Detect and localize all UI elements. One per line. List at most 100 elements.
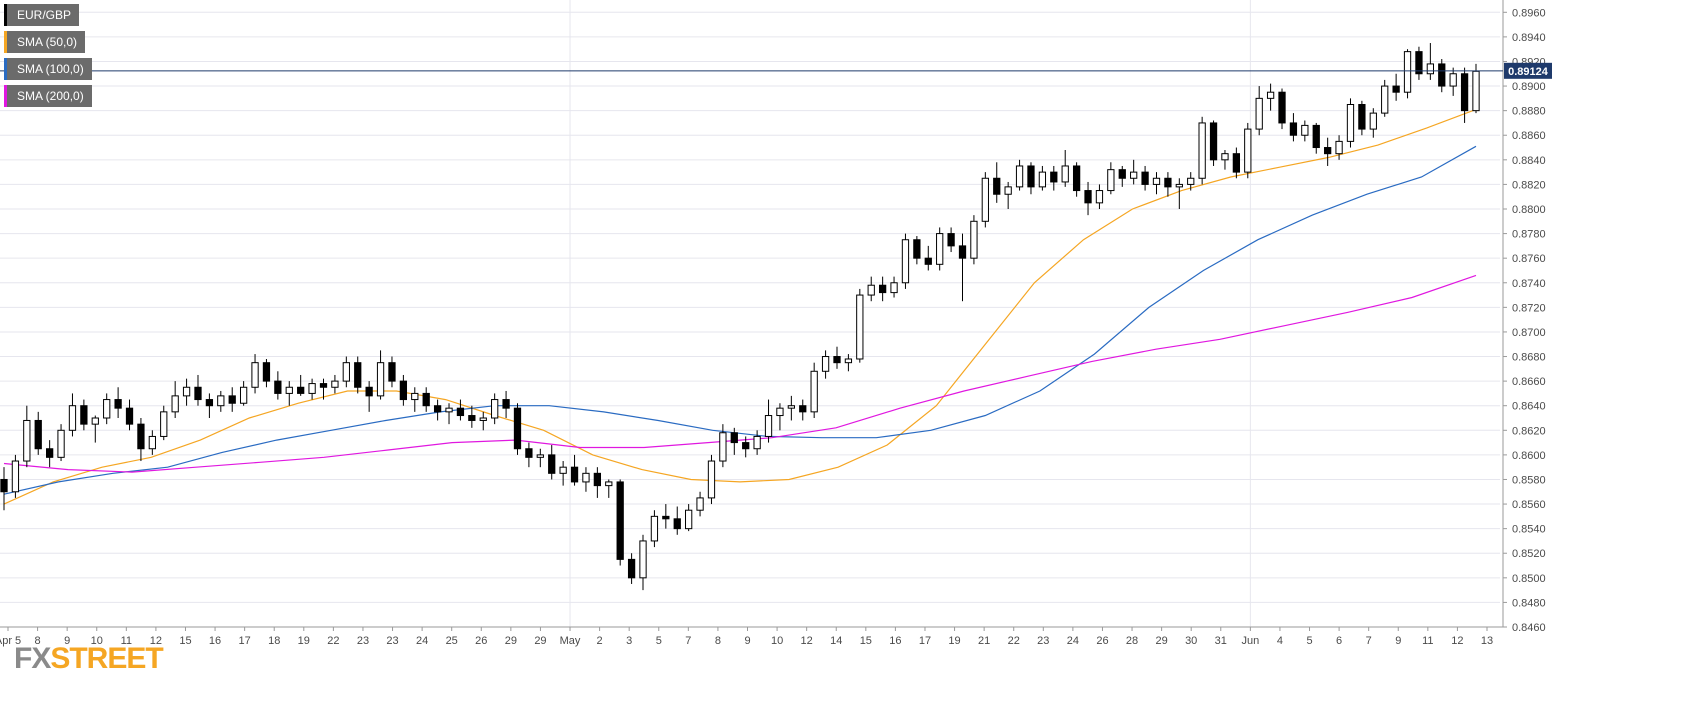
x-tick-label: 23 — [1037, 635, 1049, 647]
x-tick-label: 23 — [386, 635, 398, 647]
x-tick-label: 30 — [1185, 635, 1197, 647]
candle-body — [1369, 112, 1377, 130]
legend-label: EUR/GBP — [7, 4, 80, 26]
legend-swatch — [4, 4, 7, 26]
candle-body — [285, 386, 293, 394]
candle-body — [1050, 171, 1058, 183]
candle-body — [365, 386, 373, 397]
x-tick-label: Jun — [1241, 635, 1259, 647]
legend-swatch — [4, 31, 7, 53]
candle-body — [627, 558, 636, 579]
candle-body — [1335, 140, 1343, 155]
candle-body — [810, 370, 818, 413]
candle-body — [559, 466, 567, 474]
x-tick-label: 7 — [685, 635, 691, 647]
candle-body — [0, 478, 8, 493]
candle-body — [376, 362, 385, 397]
candle-body — [833, 356, 841, 364]
candle-body — [582, 472, 590, 483]
candle-body — [536, 454, 544, 458]
x-tick-label: Apr 5 — [0, 635, 21, 647]
legend-item-eurgbp[interactable]: EUR/GBP — [4, 4, 92, 26]
x-tick-label: 25 — [446, 635, 458, 647]
x-tick-label: 4 — [1277, 635, 1283, 647]
candle-body — [1415, 51, 1423, 75]
candle-body — [1072, 165, 1081, 192]
candle-body — [856, 294, 864, 360]
y-tick-label: 0.8800 — [1512, 204, 1546, 216]
candle-body — [924, 257, 932, 265]
x-tick-label: 6 — [1336, 635, 1342, 647]
candle-body — [205, 399, 214, 407]
candle-body — [479, 417, 487, 421]
candle-body — [445, 407, 453, 413]
legend-swatch — [4, 85, 7, 107]
legend-item-sma100[interactable]: SMA (100,0) — [4, 58, 92, 80]
legend: EUR/GBP SMA (50,0) SMA (100,0) SMA (200,… — [4, 4, 92, 112]
candle-body — [354, 362, 362, 388]
x-tick-label: 16 — [209, 635, 221, 647]
candle-body — [456, 407, 465, 417]
y-tick-label: 0.8580 — [1512, 474, 1546, 486]
sma-line-1 — [3, 145, 1477, 495]
candle-body — [673, 518, 681, 530]
x-tick-label: 12 — [801, 635, 813, 647]
candle-body — [867, 284, 875, 296]
candle-body — [297, 386, 305, 394]
candle-body — [1027, 165, 1035, 188]
x-tick-label: 23 — [357, 635, 369, 647]
candle-body — [650, 515, 659, 542]
candle-body — [399, 380, 408, 401]
candle-body — [570, 466, 579, 483]
x-tick-label: 15 — [860, 635, 872, 647]
candle-body — [707, 460, 716, 499]
candle-body — [137, 423, 145, 450]
candle-body — [639, 540, 647, 579]
candle-body — [1175, 183, 1183, 188]
candle-body — [958, 245, 967, 259]
candle-body — [217, 395, 225, 407]
candle-body — [171, 395, 179, 413]
candle-body — [468, 415, 476, 421]
candle-body — [433, 405, 442, 413]
y-tick-label: 0.8960 — [1512, 7, 1546, 19]
candle-body — [274, 380, 282, 394]
candle-body — [525, 448, 533, 458]
candle-body — [148, 435, 156, 450]
x-tick-label: May — [560, 635, 581, 647]
candle-body — [262, 362, 271, 382]
x-tick-label: 26 — [1096, 635, 1108, 647]
x-tick-label: 2 — [597, 635, 603, 647]
candle-body — [57, 429, 65, 458]
current-price-tag — [1504, 62, 1552, 79]
candle-body — [1255, 97, 1263, 130]
x-tick-label: 16 — [889, 635, 901, 647]
candle-body — [970, 220, 978, 259]
candle-body — [696, 497, 704, 511]
y-tick-label: 0.8860 — [1512, 130, 1546, 142]
candle-body — [776, 407, 784, 417]
x-tick-label: 10 — [771, 635, 783, 647]
candle-body — [1301, 124, 1309, 136]
logo-part-fx: FX — [14, 642, 51, 675]
legend-item-sma50[interactable]: SMA (50,0) — [4, 31, 92, 53]
x-tick-label: 5 — [656, 635, 662, 647]
candle-body — [114, 399, 122, 409]
candle-body — [1107, 169, 1115, 192]
legend-item-sma200[interactable]: SMA (200,0) — [4, 85, 92, 107]
candle-body — [251, 362, 259, 388]
candle-body — [1460, 73, 1469, 112]
y-tick-label: 0.8840 — [1512, 155, 1546, 167]
y-tick-label: 0.8780 — [1512, 229, 1546, 241]
candle-body — [753, 435, 761, 450]
candle-body — [1358, 104, 1366, 130]
candle-body — [34, 419, 42, 450]
candle-body — [764, 415, 773, 437]
candle-body — [593, 472, 602, 487]
candle-body — [1438, 63, 1446, 87]
candle-body — [1232, 153, 1241, 173]
x-tick-label: 31 — [1215, 635, 1227, 647]
candle-body — [319, 383, 328, 388]
